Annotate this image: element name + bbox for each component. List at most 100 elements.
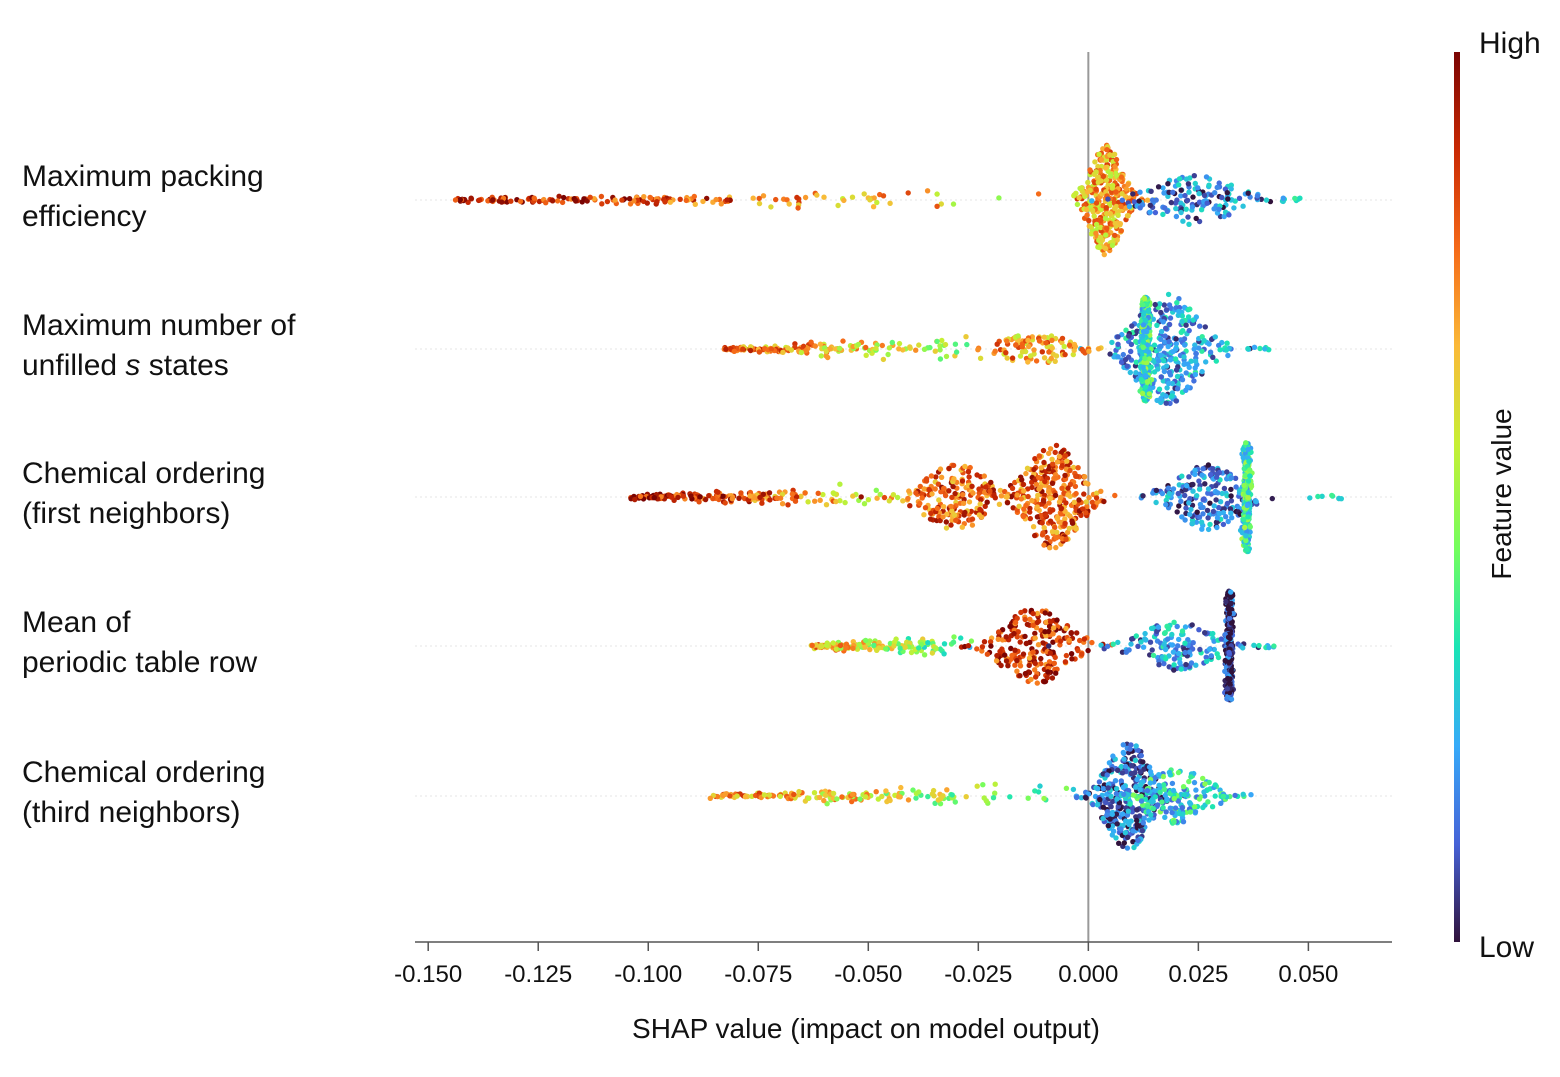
shap-point: [1216, 180, 1222, 186]
shap-point: [1016, 503, 1022, 509]
shap-point: [1205, 462, 1212, 468]
shap-point: [1163, 400, 1169, 406]
shap-point: [1190, 194, 1196, 200]
shap-point: [1039, 520, 1045, 526]
shap-point: [1204, 200, 1210, 206]
shap-point: [1047, 545, 1053, 551]
shap-point: [1066, 637, 1073, 643]
shap-point: [1078, 512, 1084, 518]
shap-point: [919, 491, 925, 497]
shap-point: [934, 203, 940, 209]
shap-point: [1164, 385, 1170, 391]
shap-point: [1090, 503, 1097, 510]
shap-point: [644, 200, 650, 206]
shap-point: [485, 198, 491, 204]
shap-point: [476, 197, 483, 203]
shap-point: [900, 498, 906, 504]
shap-point: [1165, 291, 1172, 298]
shap-point: [1219, 194, 1225, 201]
shap-point: [1183, 505, 1189, 511]
shap-point: [1036, 453, 1043, 459]
shap-point: [987, 488, 993, 494]
shap-point: [943, 519, 949, 525]
shap-point: [1199, 368, 1205, 375]
shap-point: [1124, 845, 1131, 851]
shap-point: [1054, 459, 1061, 465]
shap-point: [809, 642, 815, 649]
shap-point: [943, 353, 950, 360]
shap-point: [517, 198, 524, 205]
shap-point: [1178, 200, 1184, 206]
shap-point: [1110, 182, 1116, 189]
shap-point: [1114, 821, 1120, 827]
shap-point: [1073, 473, 1079, 479]
shap-point: [1072, 483, 1079, 490]
shap-point: [1256, 642, 1262, 649]
shap-point: [786, 201, 792, 207]
shap-point: [978, 497, 984, 503]
shap-point: [1083, 499, 1089, 505]
shap-point: [1102, 215, 1109, 222]
shap-point: [499, 199, 505, 205]
shap-point: [654, 199, 660, 205]
shap-point: [1091, 213, 1097, 219]
shap-point: [867, 197, 873, 203]
shap-point: [1052, 654, 1058, 661]
shap-point: [922, 505, 929, 511]
shap-point: [880, 193, 887, 199]
shap-point: [1210, 354, 1216, 360]
shap-point: [1216, 504, 1222, 511]
shap-point: [1173, 205, 1179, 212]
shap-point: [1100, 815, 1106, 822]
shap-point: [1070, 351, 1077, 358]
shap-point: [1072, 343, 1079, 350]
shap-point: [1195, 185, 1201, 191]
shap-point: [959, 478, 966, 484]
shap-point: [1213, 497, 1219, 503]
shap-point: [1192, 371, 1199, 378]
shap-point: [1030, 610, 1036, 617]
shap-point: [1212, 190, 1218, 196]
shap-point: [1120, 784, 1127, 790]
shap-point: [1066, 342, 1073, 348]
shap-point: [1217, 347, 1223, 353]
shap-point: [1028, 676, 1034, 683]
shap-point: [1032, 532, 1038, 539]
shap-point: [1266, 644, 1272, 651]
shap-point: [1165, 343, 1171, 350]
shap-point: [994, 341, 1000, 347]
shap-point: [951, 634, 957, 640]
shap-point: [1112, 220, 1118, 227]
shap-point: [1207, 472, 1214, 478]
shap-point: [1073, 190, 1079, 196]
shap-point: [742, 794, 749, 800]
shap-point: [599, 201, 605, 207]
shap-point: [812, 343, 818, 349]
shap-point: [1034, 514, 1041, 520]
shap-point: [761, 792, 768, 798]
shap-point: [817, 497, 823, 503]
shap-point: [977, 506, 983, 513]
shap-point: [1035, 642, 1042, 648]
shap-point: [1194, 509, 1200, 515]
shap-point: [715, 489, 721, 495]
shap-point: [1117, 221, 1124, 227]
shap-point: [1109, 832, 1116, 838]
shap-point: [936, 497, 942, 503]
shap-point: [1071, 499, 1078, 505]
shap-point: [543, 200, 549, 206]
shap-point: [1137, 769, 1144, 775]
shap-point: [1172, 356, 1179, 362]
shap-point: [1166, 490, 1173, 497]
shap-point: [632, 496, 638, 503]
shap-point: [1081, 491, 1087, 497]
shap-point: [1041, 795, 1047, 802]
shap-point: [1119, 197, 1126, 203]
shap-point: [1228, 493, 1234, 499]
shap-point: [1219, 490, 1225, 497]
shap-point: [1056, 453, 1063, 460]
shap-point: [1336, 495, 1342, 502]
x-tick-label: 0.050: [1278, 961, 1338, 988]
shap-point: [988, 643, 994, 649]
shap-point: [1030, 649, 1036, 655]
